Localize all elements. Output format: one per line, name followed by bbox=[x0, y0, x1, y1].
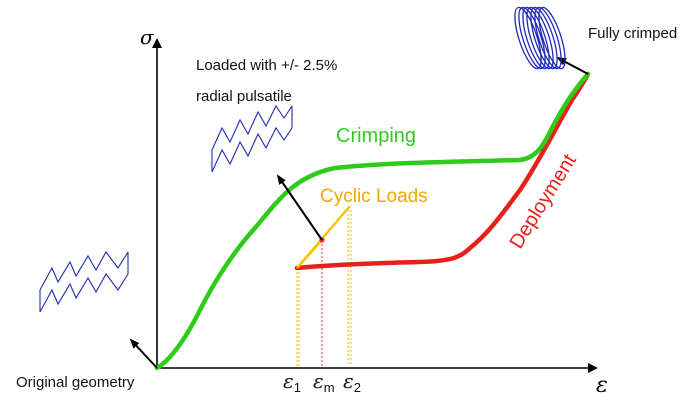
fully-crimped-label: Fully crimped bbox=[588, 25, 677, 42]
loaded-label-line1: Loaded with +/- 2.5% bbox=[196, 57, 337, 74]
y-axis-arrowhead bbox=[152, 38, 162, 48]
arrow-to-original-stent bbox=[129, 338, 158, 369]
stent-crimped-icon bbox=[514, 6, 566, 70]
strain-mark-em: εm bbox=[313, 369, 335, 395]
stent-original-icon bbox=[39, 250, 129, 313]
crimping-curve bbox=[154, 71, 591, 371]
crimping-label: Crimping bbox=[336, 125, 416, 147]
deployment-curve bbox=[294, 71, 591, 271]
loaded-label-line2: radial pulsatile bbox=[196, 88, 292, 105]
arrow-to-crimped-stent bbox=[556, 57, 589, 75]
arrow-to-loaded-stent bbox=[276, 174, 323, 241]
strain-mark-e2: ε2 bbox=[343, 369, 361, 395]
original-geometry-label: Original geometry bbox=[16, 374, 135, 391]
x-axis-arrowhead bbox=[588, 363, 598, 373]
y-axis-symbol: σ bbox=[140, 25, 155, 49]
x-axis-symbol: ε bbox=[596, 373, 608, 398]
stent-loaded-icon bbox=[211, 104, 293, 173]
deployment-label: Deployment bbox=[506, 150, 581, 253]
strain-mark-e1: ε1 bbox=[283, 369, 301, 395]
strain-guides bbox=[296, 210, 352, 366]
cyclic-loads-label: Cyclic Loads bbox=[320, 186, 428, 207]
cyclic-load-lower bbox=[296, 239, 323, 269]
axes: σ ε bbox=[140, 25, 608, 398]
